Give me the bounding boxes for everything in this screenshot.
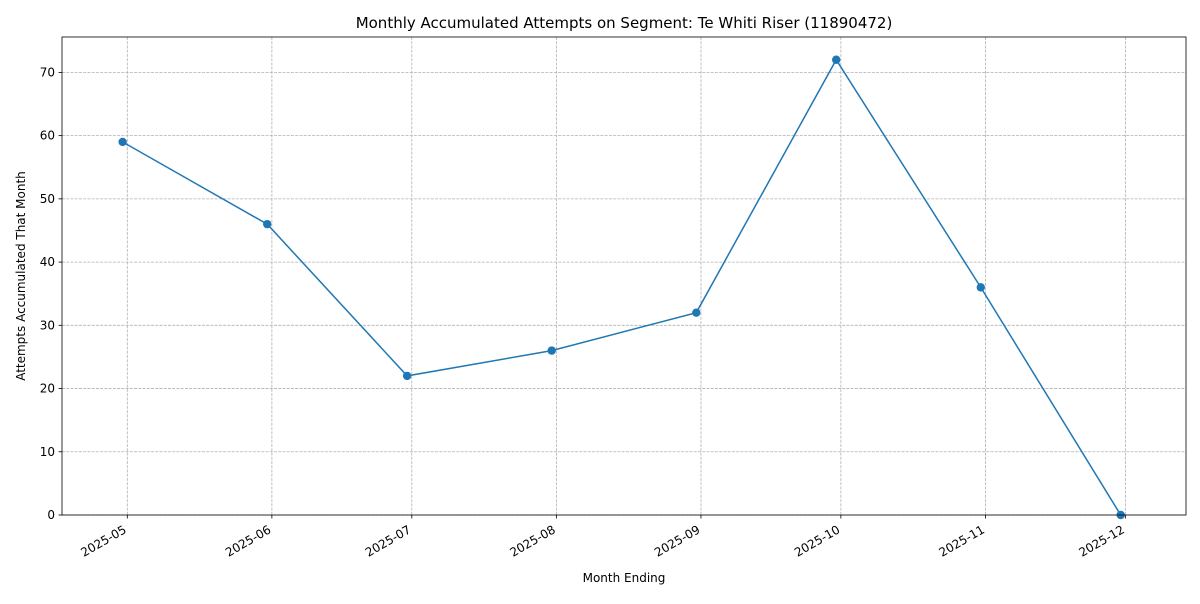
series-line [122,58,1122,516]
series [118,55,1125,520]
x-tick-label: 2025-08 [507,522,557,559]
data-point [692,308,701,317]
grid [62,37,1186,516]
x-tick-label: 2025-05 [78,522,128,559]
y-axis-label: Attempts Accumulated That Month [14,171,28,381]
x-tick-label: 2025-10 [792,522,842,559]
data-point [547,346,556,355]
data-point [832,55,841,64]
x-tick-label: 2025-09 [652,522,702,559]
chart-title: Monthly Accumulated Attempts on Segment:… [356,14,893,32]
y-tick-label: 20 [40,382,55,396]
x-tick-label: 2025-07 [363,522,413,559]
y-tick-label: 10 [40,445,55,459]
data-point [118,137,127,147]
x-tick-label: 2025-06 [223,522,273,559]
y-tick-label: 40 [40,255,55,269]
data-point [263,219,272,229]
x-tick-label: 2025-11 [937,522,987,559]
y-tick-label: 30 [40,318,55,332]
data-point [402,371,412,381]
x-axis-label: Month Ending [583,571,666,585]
y-tick-label: 70 [40,65,55,79]
plot-frame [61,36,1187,516]
y-tick-label: 50 [40,192,55,206]
data-point [976,283,985,292]
x-tick-label: 2025-12 [1076,522,1126,559]
y-tick-label: 0 [47,508,55,522]
axes: 0 10 20 30 40 50 60 70 2025-05 2025-06 2025-07 2025… [40,65,1127,559]
y-tick-label: 60 [40,129,55,143]
